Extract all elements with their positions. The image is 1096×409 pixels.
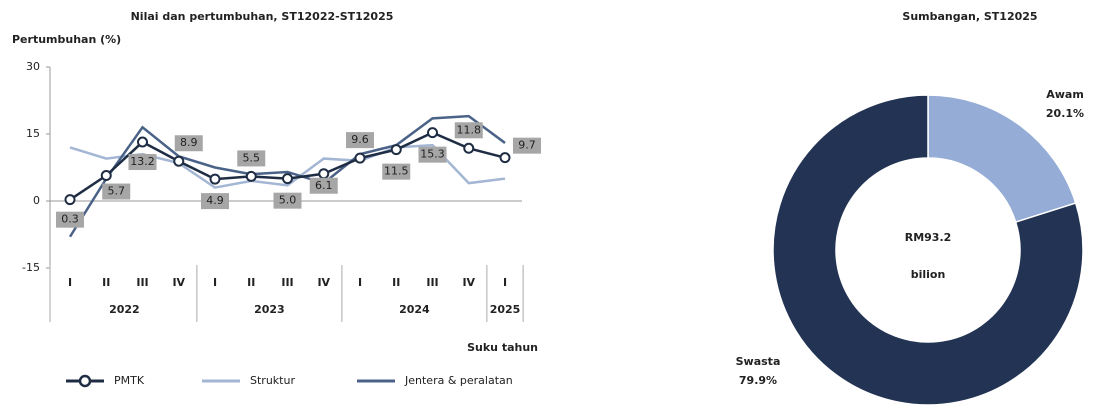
x-tick-label: I [213,276,217,289]
y-tick-label: 15 [26,127,40,140]
x-axis-label: Suku tahun [467,341,538,354]
y-tick-label: -15 [22,261,40,274]
center-label: RM93.2 [905,231,952,244]
data-label: 5.5 [243,151,261,164]
data-label-box [201,193,229,210]
slice-value: 79.9% [739,374,777,387]
x-tick-label: II [392,276,400,289]
marker [318,168,330,180]
data-label: 8.9 [180,136,198,149]
x-tick-label: III [281,276,293,289]
x-tick-label: I [503,276,507,289]
marker [427,127,438,139]
x-tick-label: I [68,276,72,289]
data-label: 13.2 [130,155,155,168]
data-label: 5.0 [279,194,297,207]
data-label-box [128,154,157,171]
x-tick-label: II [247,276,255,289]
x-tick-label: I [358,276,362,289]
group-label: 2023 [254,303,285,316]
x-tick-label: III [136,276,148,289]
marker [100,170,112,182]
x-tick-label: IV [317,276,330,289]
slice-label: Swasta [736,355,781,368]
series-line [68,114,506,238]
marker [463,142,475,154]
slice-label: Awam [1046,88,1084,101]
marker [245,170,257,182]
data-label-box [56,211,84,228]
data-label: 0.3 [61,213,79,226]
group-label: 2025 [490,303,521,316]
marker [173,155,185,167]
data-label: 9.7 [518,139,536,152]
y-axis-label: Pertumbuhan (%) [12,33,121,46]
marker [282,173,293,185]
donut-slice [772,94,1084,406]
center-label: bilion [911,268,946,281]
marker [499,152,511,164]
data-label: 6.1 [315,179,333,192]
marker [354,152,366,164]
legend-label: PMTK [114,374,145,387]
data-label-box [102,183,131,200]
x-tick-label: III [426,276,438,289]
legend-label: Struktur [250,374,295,387]
group-label: 2022 [109,303,140,316]
data-label: 15.3 [420,148,445,161]
x-tick-label: IV [462,276,475,289]
data-label: 11.8 [457,123,482,136]
x-tick-label: II [102,276,110,289]
x-tick-label: IV [172,276,185,289]
marker [390,144,402,156]
data-label-box [418,146,447,163]
y-tick-label: 30 [26,60,40,73]
marker [64,194,76,206]
data-label-box [454,122,483,139]
data-label: 5.7 [108,185,126,198]
data-label-box [346,132,374,149]
data-label: 9.6 [351,133,369,146]
y-tick-label: 0 [33,194,40,207]
legend-marker [78,374,92,388]
data-label-box [273,192,302,209]
group-label: 2024 [399,303,430,316]
data-label-box [174,135,203,152]
line-title: Nilai dan pertumbuhan, ST12022-ST12025 [131,10,394,23]
data-label: 11.5 [384,165,409,178]
data-label-box [237,150,266,167]
slice-value: 20.1% [1046,107,1084,120]
donut-title: Sumbangan, ST12025 [902,10,1037,23]
data-label: 4.9 [206,194,224,207]
marker [209,173,221,185]
legend-label: Jentera & peralatan [404,374,513,387]
data-label-box [382,163,411,180]
data-label-box [513,137,541,154]
marker [137,136,148,148]
data-label-box [309,177,338,194]
